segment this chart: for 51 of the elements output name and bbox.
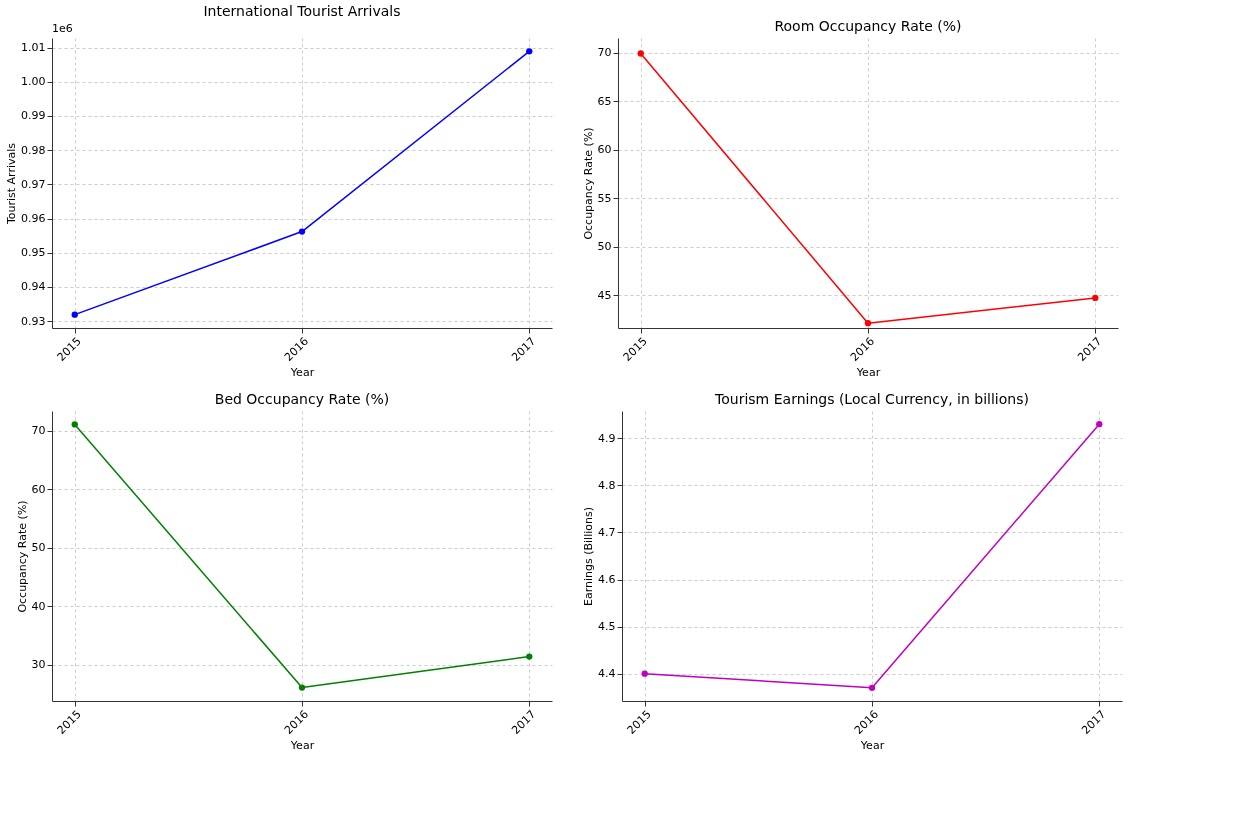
text: 1e6	[52, 22, 73, 35]
y-tick-label: 4.7	[598, 525, 616, 539]
chart-title: Bed Occupancy Rate (%)	[214, 391, 390, 407]
y-tick-label: 4.4	[598, 667, 616, 681]
y-tick-label: 65	[597, 94, 612, 108]
y-axis-title: Occupancy Rate (%)	[581, 127, 595, 240]
y-tick-label: 60	[597, 143, 612, 157]
y-axis-title: Occupancy Rate (%)	[15, 500, 29, 613]
point	[868, 684, 876, 691]
y-tick-label: 45	[597, 288, 612, 302]
y-tick-label: 70	[31, 424, 46, 438]
y-tick-label: 40	[31, 599, 46, 613]
y-tick-label: 4.5	[598, 620, 616, 634]
chart-title: Tourism Earnings (Local Currency, in billions)	[714, 391, 1029, 407]
y-tick-label: 1.01	[21, 41, 46, 55]
y-tick-label: 0.99	[21, 109, 46, 123]
point	[641, 670, 648, 677]
x-axis-title: Year	[859, 739, 885, 753]
y-tick-label: 30	[31, 658, 46, 672]
point	[526, 48, 533, 55]
point	[864, 319, 872, 327]
y-tick-label: 4.6	[598, 573, 616, 587]
y-tick-label: 50	[31, 541, 46, 555]
point	[71, 311, 78, 318]
chart-title: International Tourist Arrivals	[203, 3, 401, 19]
y-tick-label: 70	[597, 46, 612, 60]
point	[1096, 421, 1103, 428]
point	[526, 653, 533, 660]
y-tick-label: 0.95	[21, 246, 46, 260]
y-axis-title: Earnings (Billions)	[582, 506, 596, 607]
y-tick-label: 1.00	[21, 75, 46, 89]
y-tick-label: 0.93	[21, 314, 46, 328]
chart-title: Room Occupancy Rate (%)	[774, 18, 962, 34]
point	[298, 684, 306, 691]
point	[71, 421, 78, 428]
y-tick-label: 0.96	[21, 212, 46, 226]
point	[1092, 294, 1099, 302]
y-tick-label: 4.9	[598, 431, 616, 445]
y-tick-label: 4.8	[598, 478, 616, 492]
y-tick-label: 0.98	[21, 143, 46, 157]
y-tick-label: 0.94	[21, 280, 46, 294]
y-tick-label: 0.97	[21, 177, 46, 191]
y-tick-label: 60	[31, 482, 46, 496]
x-axis-title: Year	[289, 739, 315, 753]
point	[637, 50, 644, 57]
y-tick-label: 50	[597, 240, 612, 254]
y-tick-label: 55	[597, 191, 612, 205]
x-axis-title: Year	[855, 366, 881, 380]
point	[298, 228, 306, 235]
y-axis-title: Tourist Arrivals	[5, 142, 19, 226]
x-axis-title: Year	[289, 366, 315, 380]
